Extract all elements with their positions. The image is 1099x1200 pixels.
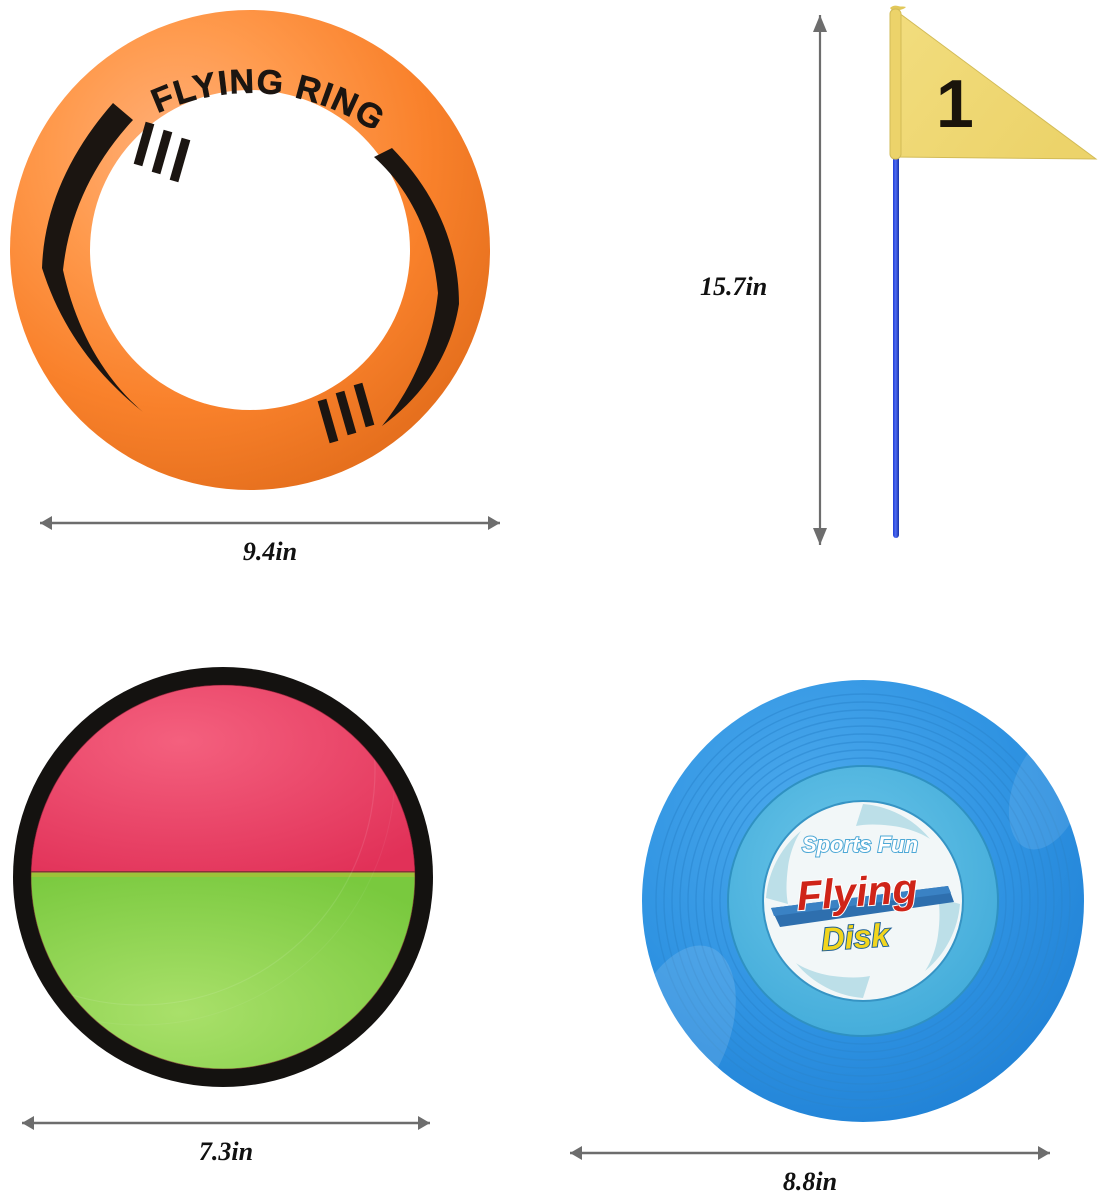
svg-text:8.8in: 8.8in — [783, 1167, 837, 1196]
svg-text:Flying: Flying — [795, 865, 919, 919]
svg-text:Disk: Disk — [820, 917, 892, 958]
svg-text:9.4in: 9.4in — [243, 537, 297, 566]
svg-text:1: 1 — [936, 66, 974, 142]
svg-text:7.3in: 7.3in — [199, 1137, 253, 1166]
svg-text:Sports Fun: Sports Fun — [802, 832, 918, 857]
